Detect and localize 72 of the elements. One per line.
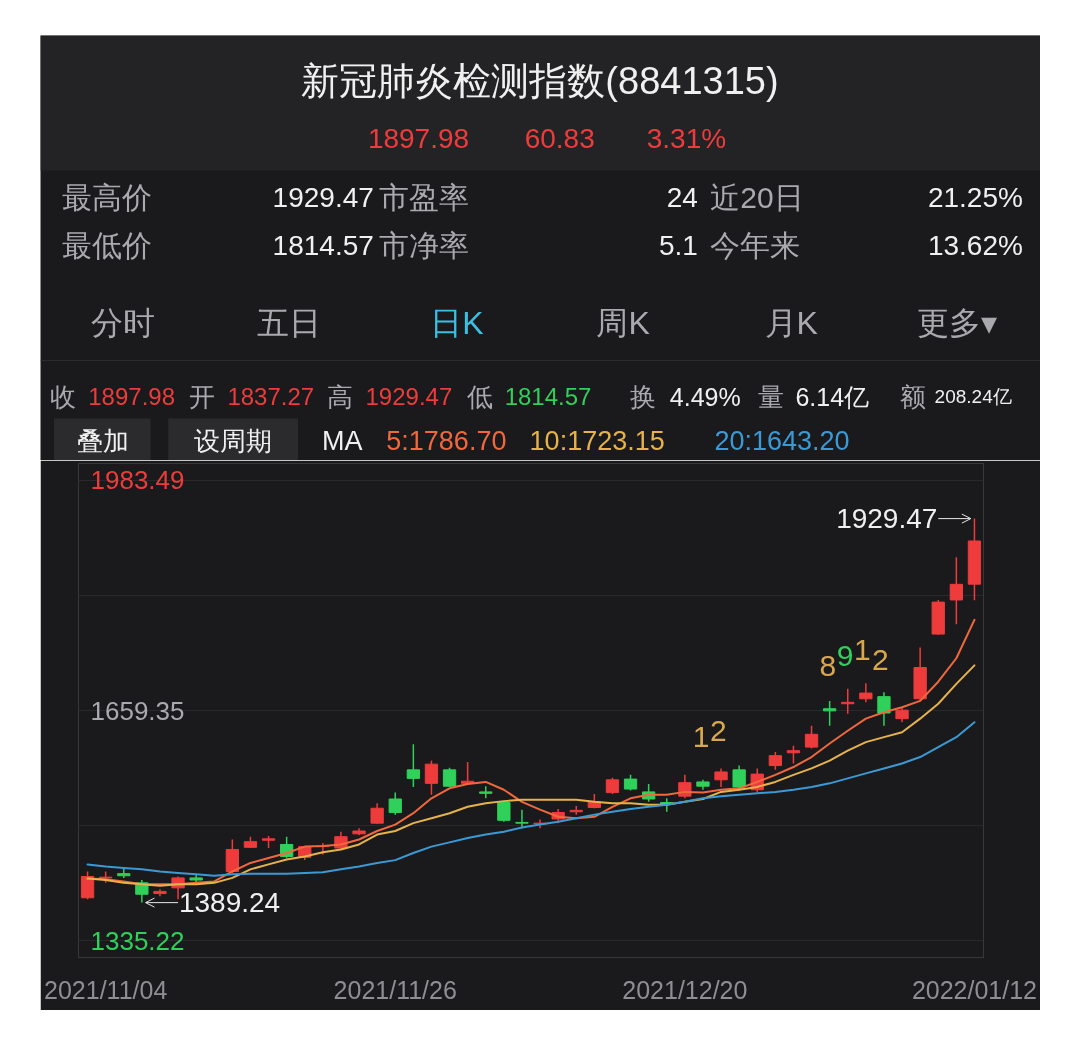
x-tick-label: 2021/12/20: [622, 975, 748, 1004]
text: 最低价: [62, 229, 153, 262]
candlestick: [823, 700, 837, 727]
x-tick-label: 2021/11/04: [44, 975, 168, 1004]
annotation: 1389.24: [178, 887, 281, 919]
text: 208.24亿: [934, 386, 1012, 407]
candlestick: [877, 691, 891, 727]
annotation: 1: [692, 720, 710, 754]
x-tick-label: 2022/01/12: [911, 975, 1038, 1004]
text: 24: [666, 182, 698, 213]
candlestick: [804, 725, 819, 750]
text: 开: [188, 381, 215, 412]
text: 低: [467, 381, 494, 412]
text: 20:1643.20: [714, 425, 850, 456]
candlestick: [949, 556, 963, 625]
text: 4.49%: [669, 382, 741, 411]
candlestick: [370, 802, 384, 825]
text: 今年来: [710, 229, 801, 262]
text: 5.1: [658, 230, 698, 261]
candlestick: [442, 766, 457, 788]
text: 量: [758, 381, 785, 412]
chart-title: 新冠肺炎检测指数(8841315): [301, 59, 779, 102]
text: 5:1786.70: [386, 425, 507, 456]
candlestick: [388, 791, 402, 816]
text: 叠加: [76, 425, 129, 456]
text: 市净率: [379, 229, 470, 262]
annotation: 1929.47: [836, 503, 938, 535]
text: 60.83: [524, 123, 595, 154]
text: 收: [49, 381, 76, 412]
text: 1814.57: [272, 230, 374, 261]
x-tick-label: 2021/11/26: [333, 975, 457, 1004]
text: 21.25%: [927, 182, 1023, 213]
text: 1897.98: [88, 383, 176, 410]
legend-title: MA: [321, 425, 363, 456]
candlestick: [714, 767, 728, 788]
text: 1929.47: [365, 383, 453, 410]
candlestick: [80, 870, 95, 900]
text: 五日: [256, 304, 321, 341]
annotation: 2: [871, 642, 889, 676]
text: 3.31%: [646, 123, 727, 154]
text: 日K: [430, 304, 484, 341]
line-series: [86, 721, 976, 877]
candlestick: [859, 682, 873, 704]
text: 最高价: [62, 181, 153, 214]
y-tick-label: 1335.22: [90, 926, 185, 956]
annotation: 2: [709, 713, 727, 747]
annotation: 9: [836, 639, 854, 673]
text: 10:1723.15: [529, 425, 665, 456]
text: 1814.57: [504, 383, 592, 410]
annotation: 1: [853, 632, 871, 666]
text: 设周期: [193, 425, 272, 456]
text: 1897.98: [367, 123, 470, 154]
text: 1929.47: [272, 182, 374, 213]
text: 1837.27: [227, 383, 315, 410]
annotation: 8: [819, 649, 837, 683]
text: 6.14亿: [795, 382, 870, 411]
candlestick: [479, 785, 493, 800]
text: 13.62%: [927, 230, 1023, 261]
y-tick-label: 1983.49: [90, 465, 185, 496]
candlestick: [406, 743, 420, 788]
text: 市盈率: [379, 181, 470, 214]
text: 高: [327, 381, 354, 412]
text: 近20日: [710, 181, 804, 214]
y-tick-label: 1659.35: [90, 695, 185, 726]
text: 换: [630, 381, 657, 412]
text: 分时: [90, 304, 155, 341]
text: 月K: [764, 304, 818, 341]
text: 更多▾: [917, 304, 998, 341]
candlestick: [841, 688, 855, 715]
candlestick: [424, 759, 439, 796]
text: 额: [900, 381, 927, 412]
text: 周K: [596, 304, 650, 341]
